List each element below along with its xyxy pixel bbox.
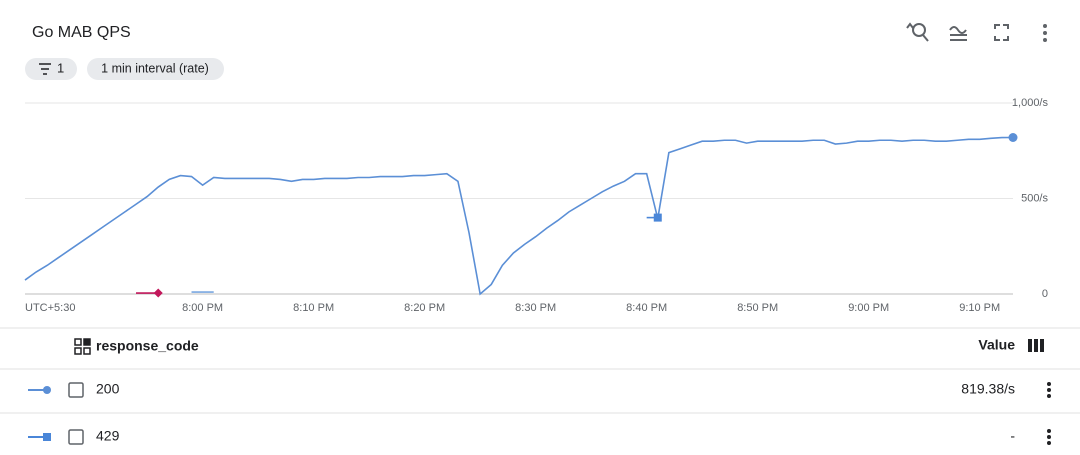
legend-swatch (43, 386, 51, 394)
series-line (24, 136, 1014, 296)
point-marker (653, 213, 662, 222)
menu-dot (1047, 394, 1051, 398)
x-tick-label: 8:00 PM (182, 302, 223, 314)
menu-dot (1047, 441, 1051, 445)
series-name: 200 (96, 381, 120, 397)
menu-dot (1047, 388, 1051, 392)
series-name: 429 (96, 428, 120, 444)
y-tick-label: 0 (1042, 288, 1048, 300)
legend-swatch (43, 433, 51, 441)
fullscreen-button[interactable] (994, 24, 1009, 41)
point-marker (1008, 132, 1018, 142)
series-value: - (1010, 428, 1015, 444)
more-menu-button[interactable] (1043, 24, 1047, 42)
interval-chip[interactable]: 1 min interval (rate) (87, 58, 224, 80)
x-tick-label: 8:40 PM (626, 302, 667, 314)
row-menu[interactable] (1047, 429, 1051, 445)
point-marker (153, 288, 163, 298)
x-tick-label: 8:50 PM (737, 302, 778, 314)
row-checkbox[interactable] (68, 429, 84, 445)
plot-area: 0 500/s 1,000/s UTC+5:30 8:00 PM 8:10 PM 8:20 … (24, 97, 1049, 314)
interval-label: 1 min interval (rate) (101, 61, 209, 75)
x-tick-label: 8:20 PM (404, 302, 445, 314)
x-axis-label: UTC+5:30 (25, 302, 75, 314)
value-header: Value (978, 337, 1015, 353)
menu-dot (1047, 435, 1051, 439)
x-tick-label: 9:00 PM (848, 302, 889, 314)
table-rows: 200 819.38/s 429 - (28, 381, 1051, 445)
x-tick-label: 9:10 PM (959, 302, 1000, 314)
row-menu[interactable] (1047, 382, 1051, 398)
filter-chip[interactable]: 1 (25, 58, 77, 80)
row-checkbox[interactable] (68, 382, 84, 398)
x-tick-label: 8:10 PM (293, 302, 334, 314)
y-tick-label: 500/s (1021, 192, 1048, 204)
column-picker[interactable] (1028, 339, 1044, 352)
group-icon (74, 338, 91, 355)
series-value: 819.38/s (961, 381, 1015, 397)
widget-title: Go MAB QPS (32, 24, 131, 41)
filter-count: 1 (57, 60, 64, 75)
menu-dot (1047, 429, 1051, 433)
x-tick-label: 8:30 PM (515, 302, 556, 314)
zoom-button[interactable] (906, 22, 929, 42)
legend-toggle-button[interactable] (949, 26, 967, 41)
column-header: response_code (96, 338, 199, 354)
menu-dot (1047, 382, 1051, 386)
y-tick-label: 1,000/s (1012, 97, 1049, 109)
